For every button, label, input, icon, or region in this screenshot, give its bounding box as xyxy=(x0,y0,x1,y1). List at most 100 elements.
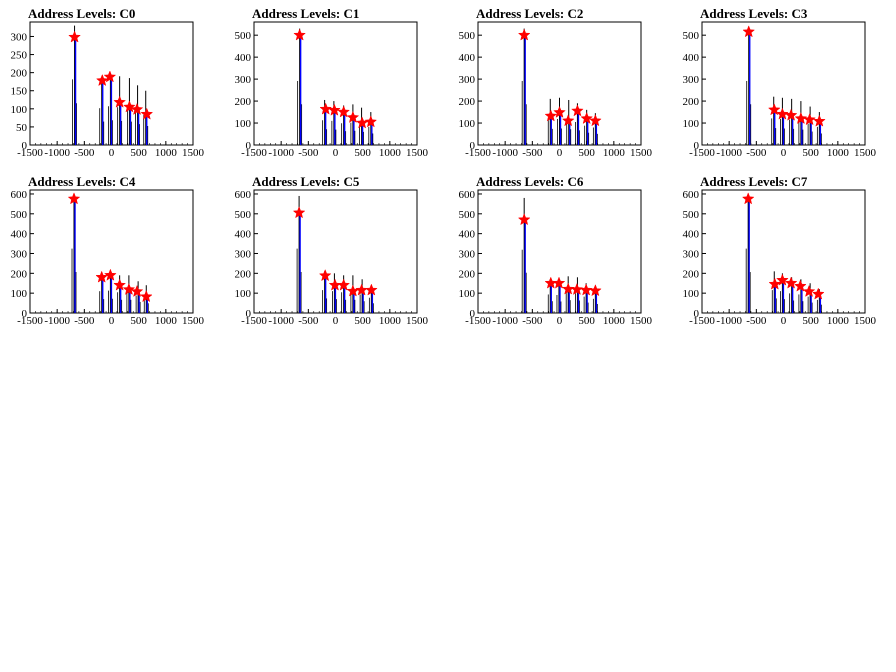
peak-marker xyxy=(365,283,378,296)
x-tick-label: 0 xyxy=(781,147,787,159)
x-tick-label: -1000 xyxy=(492,315,518,327)
x-tick-label: 1500 xyxy=(630,147,653,159)
y-tick-label: 400 xyxy=(459,229,476,241)
x-tick-label: 0 xyxy=(333,147,339,159)
peak-marker xyxy=(517,213,531,226)
y-tick-label: 100 xyxy=(235,288,252,300)
peak-marker xyxy=(122,282,136,295)
peak-marker xyxy=(337,278,351,291)
peak-marker xyxy=(292,206,306,219)
x-tick-label: 500 xyxy=(578,315,595,327)
chart-title: Address Levels: C1 xyxy=(252,6,359,21)
y-tick-label: 50 xyxy=(16,122,28,134)
peak-marker xyxy=(570,282,584,295)
y-tick-label: 400 xyxy=(11,229,28,241)
chart-title: Address Levels: C7 xyxy=(700,174,808,189)
chart-panel-4: Address Levels: C4-1500 -1000 -500 0 500 1000… xyxy=(11,174,205,327)
peak-marker xyxy=(802,284,816,297)
x-tick-label: 1000 xyxy=(155,147,178,159)
y-tick-label: 250 xyxy=(11,50,28,62)
peak-marker xyxy=(742,25,756,38)
chart-panel-3: Address Levels: C3-1500 -1000 -500 0 500 1000… xyxy=(683,6,877,159)
peak-marker xyxy=(364,115,378,128)
y-tick-label: 100 xyxy=(235,118,252,130)
peak-marker xyxy=(589,284,602,297)
y-tick-label: 200 xyxy=(235,96,252,108)
y-tick-label: 500 xyxy=(683,30,700,42)
peak-marker xyxy=(813,114,826,127)
peak-marker xyxy=(571,104,584,117)
x-tick-label: -1000 xyxy=(716,147,742,159)
peak-marker xyxy=(767,103,781,116)
peak-marker xyxy=(579,283,593,296)
peak-marker xyxy=(580,111,594,125)
x-tick-label: -1500 xyxy=(465,147,491,159)
x-tick-label: 1500 xyxy=(630,315,653,327)
y-tick-label: 600 xyxy=(683,189,700,201)
chart-title: Address Levels: C2 xyxy=(476,6,583,21)
y-tick-label: 500 xyxy=(459,209,476,221)
x-tick-label: 1500 xyxy=(854,147,877,159)
peak-marker xyxy=(517,28,531,41)
y-tick-label: 200 xyxy=(683,268,700,280)
peak-marker xyxy=(768,277,782,290)
x-tick-label: -500 xyxy=(522,147,543,159)
peak-marker xyxy=(319,102,333,115)
x-tick-label: 1500 xyxy=(182,147,205,159)
chart-panel-1: Address Levels: C1-1500 -1000 -500 0 500 1000… xyxy=(235,6,429,159)
y-tick-label: 100 xyxy=(459,118,476,130)
peak-marker xyxy=(811,287,825,300)
x-tick-label: 1000 xyxy=(603,315,626,327)
peak-marker xyxy=(561,282,575,295)
peak-marker xyxy=(784,108,798,121)
y-tick-label: 300 xyxy=(235,74,252,86)
y-tick-label: 150 xyxy=(11,86,28,98)
peak-marker xyxy=(355,283,368,296)
y-tick-label: 0 xyxy=(22,140,28,152)
peak-marker xyxy=(130,284,144,297)
y-tick-label: 200 xyxy=(11,268,28,280)
x-tick-label: 500 xyxy=(130,147,147,159)
x-tick-label: 500 xyxy=(802,147,819,159)
x-tick-label: 0 xyxy=(333,315,339,327)
x-tick-label: 1000 xyxy=(827,315,850,327)
peak-marker xyxy=(293,28,306,41)
y-tick-label: 0 xyxy=(470,140,476,152)
chart-panel-6: Address Levels: C6-1500 -1000 -500 0 500 1000… xyxy=(459,174,653,327)
peak-marker xyxy=(553,105,566,118)
y-tick-label: 100 xyxy=(11,288,28,300)
peak-marker xyxy=(793,279,807,292)
peak-marker xyxy=(130,102,144,115)
y-tick-label: 500 xyxy=(683,209,700,221)
x-tick-label: 1500 xyxy=(182,315,205,327)
peak-marker xyxy=(68,30,81,43)
x-tick-label: 0 xyxy=(781,315,787,327)
peak-marker xyxy=(544,109,558,122)
peak-marker xyxy=(346,110,360,123)
x-tick-label: -1500 xyxy=(689,315,715,327)
y-tick-label: 300 xyxy=(459,248,476,260)
y-tick-label: 100 xyxy=(683,288,700,300)
x-tick-label: 1000 xyxy=(603,147,626,159)
x-tick-label: -1500 xyxy=(465,315,491,327)
y-tick-label: 300 xyxy=(683,74,700,86)
chart-title: Address Levels: C3 xyxy=(700,6,808,21)
x-tick-label: -500 xyxy=(522,315,543,327)
peak-marker xyxy=(123,100,136,113)
y-tick-label: 300 xyxy=(683,248,700,260)
y-tick-label: 400 xyxy=(235,229,252,241)
x-tick-label: -1000 xyxy=(44,147,70,159)
y-tick-label: 0 xyxy=(246,308,252,320)
chart-panel-5: Address Levels: C5-1500 -1000 -500 0 500 1000… xyxy=(235,174,429,327)
peak-marker xyxy=(113,278,127,291)
peak-marker xyxy=(589,114,602,127)
x-tick-label: 1500 xyxy=(854,315,877,327)
peak-marker xyxy=(776,273,789,286)
y-tick-label: 300 xyxy=(11,248,28,260)
x-tick-label: -500 xyxy=(298,315,319,327)
x-tick-label: -500 xyxy=(74,147,95,159)
x-tick-label: 0 xyxy=(109,147,115,159)
y-tick-label: 600 xyxy=(235,189,252,201)
x-tick-label: -500 xyxy=(74,315,95,327)
